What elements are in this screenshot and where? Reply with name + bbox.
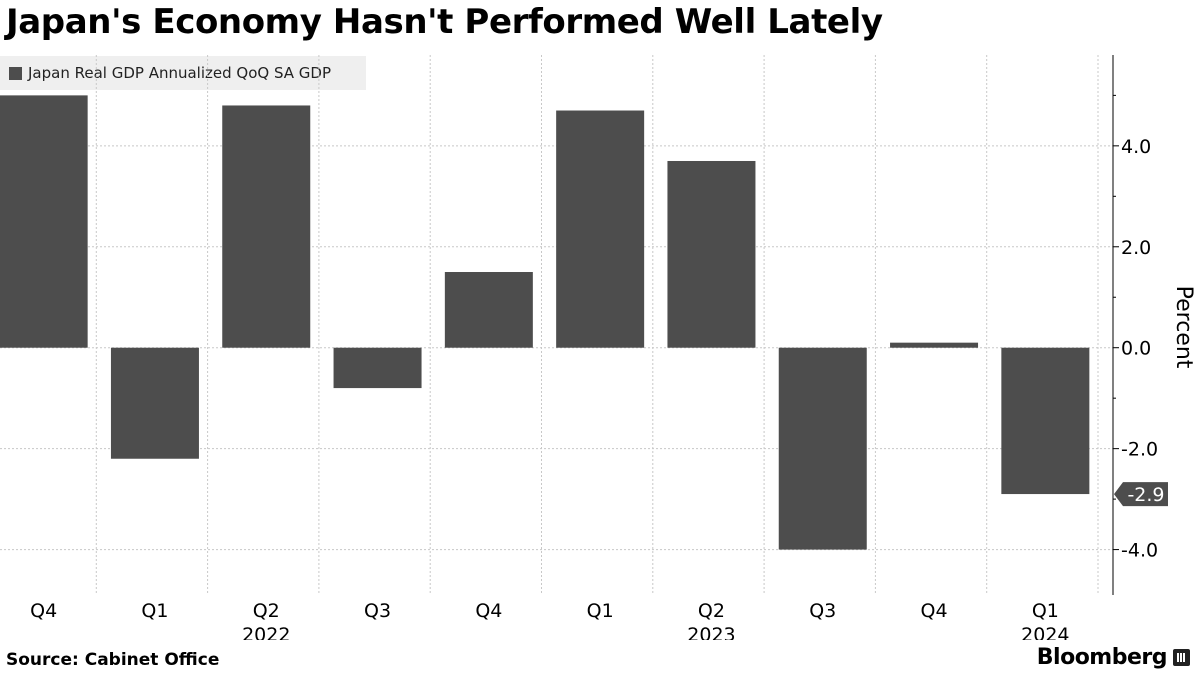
bar-q3-7: [778, 347, 867, 550]
y-tick-label: 4.0: [1121, 136, 1151, 158]
bar-q4-8: [890, 342, 979, 348]
chart-title: Japan's Economy Hasn't Performed Well La…: [6, 2, 883, 42]
x-tick-label: Q2: [698, 600, 725, 622]
y-tick-label: 2.0: [1121, 237, 1151, 259]
last-value-label: -2.9: [1127, 484, 1164, 506]
x-year-label: 2023: [687, 624, 735, 640]
y-tick-label: 0.0: [1121, 338, 1151, 360]
x-tick-label: Q4: [921, 600, 948, 622]
bar-q2-6: [667, 160, 756, 348]
terminal-icon: [1173, 649, 1190, 666]
x-tick-label: Q4: [475, 600, 502, 622]
x-year-label: 2022: [242, 624, 290, 640]
x-tick-label: Q1: [1032, 600, 1059, 622]
x-tick-label: Q2: [253, 600, 280, 622]
x-year-label: 2024: [1021, 624, 1069, 640]
legend-swatch: [9, 66, 22, 80]
y-axis-title: Percent: [1171, 286, 1196, 369]
bar-q1-5: [556, 110, 645, 348]
y-tick-label: -2.0: [1121, 439, 1158, 461]
brand-name: Bloomberg: [1036, 645, 1168, 670]
bar-q1-1: [110, 347, 199, 459]
bar-q4-0: [0, 95, 88, 348]
source-note: Source: Cabinet Office: [6, 650, 220, 670]
legend: Japan Real GDP Annualized QoQ SA GDP: [0, 56, 366, 90]
bar-q2-2: [222, 105, 311, 348]
bar-q3-3: [333, 347, 422, 389]
bar-q4-4: [444, 272, 533, 348]
y-tick-label: -4.0: [1121, 540, 1158, 562]
bar-q1-9: [1001, 347, 1090, 495]
bloomberg-logo: Bloomberg: [1037, 645, 1190, 670]
last-value-callout: [1114, 482, 1168, 507]
x-tick-label: Q3: [809, 600, 836, 622]
x-tick-label: Q1: [587, 600, 614, 622]
bar-chart: 4.0 2.0 0.0 -2.0 -4.0 Q4 Q1 Q2 Q3 Q4 Q1 Q2 Q3 Q4 Q1 202…: [0, 55, 1196, 640]
legend-label: Japan Real GDP Annualized QoQ SA GDP: [28, 64, 332, 82]
x-tick-label: Q4: [30, 600, 57, 622]
x-tick-label: Q1: [141, 600, 168, 622]
x-tick-label: Q3: [364, 600, 391, 622]
